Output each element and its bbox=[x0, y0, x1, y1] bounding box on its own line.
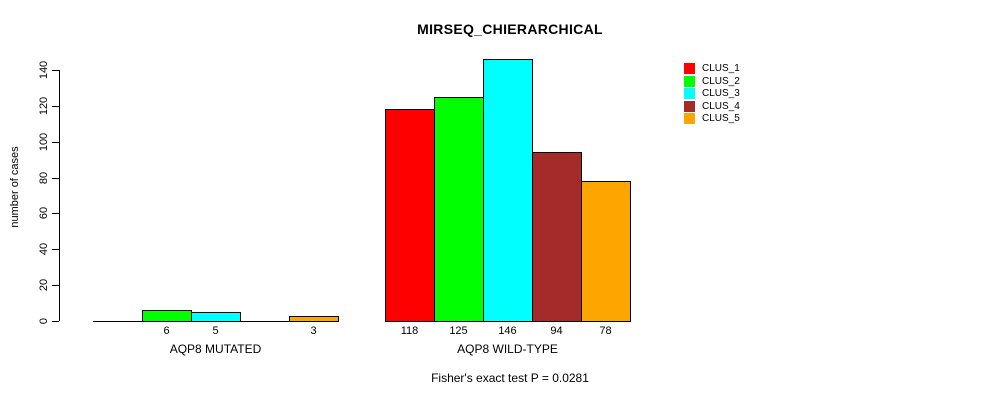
legend-label-clus_1: CLUS_1 bbox=[702, 63, 740, 74]
bar-clus_5 bbox=[581, 181, 631, 322]
y-axis-tick bbox=[52, 141, 59, 143]
group-label: AQP8 MUTATED bbox=[169, 342, 262, 356]
bar-clus_4 bbox=[532, 152, 582, 322]
y-axis-tick bbox=[52, 177, 59, 179]
y-axis-tick-label: 20 bbox=[38, 279, 50, 292]
y-axis-tick bbox=[52, 285, 59, 287]
bar-value-label: 125 bbox=[449, 325, 468, 337]
bar-clus_1 bbox=[385, 109, 435, 322]
y-axis-tick bbox=[52, 321, 59, 322]
bar-value-label: 146 bbox=[498, 325, 517, 337]
y-axis-tick-label: 60 bbox=[38, 207, 50, 220]
bar-value-label: 6 bbox=[163, 325, 170, 337]
y-axis-tick bbox=[52, 70, 59, 71]
legend-swatch-clus_3 bbox=[684, 88, 695, 99]
y-axis-tick-label: 80 bbox=[38, 171, 50, 184]
annotation-text: Fisher's exact test P = 0.0281 bbox=[431, 371, 589, 385]
bar-clus_2 bbox=[142, 310, 192, 322]
legend-label-clus_3: CLUS_3 bbox=[702, 88, 740, 99]
y-axis-tick-label: 140 bbox=[38, 60, 50, 80]
bar-value-label: 5 bbox=[212, 325, 219, 337]
legend-label-clus_4: CLUS_4 bbox=[702, 100, 740, 112]
legend-label-clus_5: CLUS_5 bbox=[702, 113, 740, 124]
legend-swatch-clus_1 bbox=[684, 63, 695, 74]
bar-value-label: 94 bbox=[550, 325, 563, 337]
y-axis-line bbox=[59, 70, 60, 321]
group-label: AQP8 WILD-TYPE bbox=[457, 342, 558, 356]
bar-value-label: 78 bbox=[599, 325, 612, 337]
y-axis-tick bbox=[52, 105, 59, 107]
y-axis-tick bbox=[52, 249, 59, 251]
bar-value-label: 3 bbox=[310, 325, 317, 337]
bar-clus_2 bbox=[434, 97, 484, 322]
y-axis-tick-label: 120 bbox=[38, 96, 50, 116]
bar-clus_3 bbox=[191, 312, 241, 322]
legend-swatch-clus_5 bbox=[684, 113, 695, 124]
y-axis-label: number of cases bbox=[9, 146, 21, 228]
y-axis-tick bbox=[52, 213, 59, 215]
legend-label-clus_2: CLUS_2 bbox=[702, 75, 740, 87]
bar-clus_3 bbox=[483, 59, 533, 322]
legend-swatch-clus_4 bbox=[684, 100, 695, 112]
chart-title: MIRSEQ_CHIERARCHICAL bbox=[417, 21, 603, 37]
legend-swatch-clus_2 bbox=[684, 75, 695, 87]
bar-clus_5 bbox=[289, 316, 339, 322]
y-axis-tick-label: 100 bbox=[38, 132, 50, 151]
y-axis-tick-label: 40 bbox=[38, 243, 50, 256]
bar-value-label: 118 bbox=[400, 325, 419, 337]
y-axis-tick-label: 0 bbox=[38, 317, 50, 325]
